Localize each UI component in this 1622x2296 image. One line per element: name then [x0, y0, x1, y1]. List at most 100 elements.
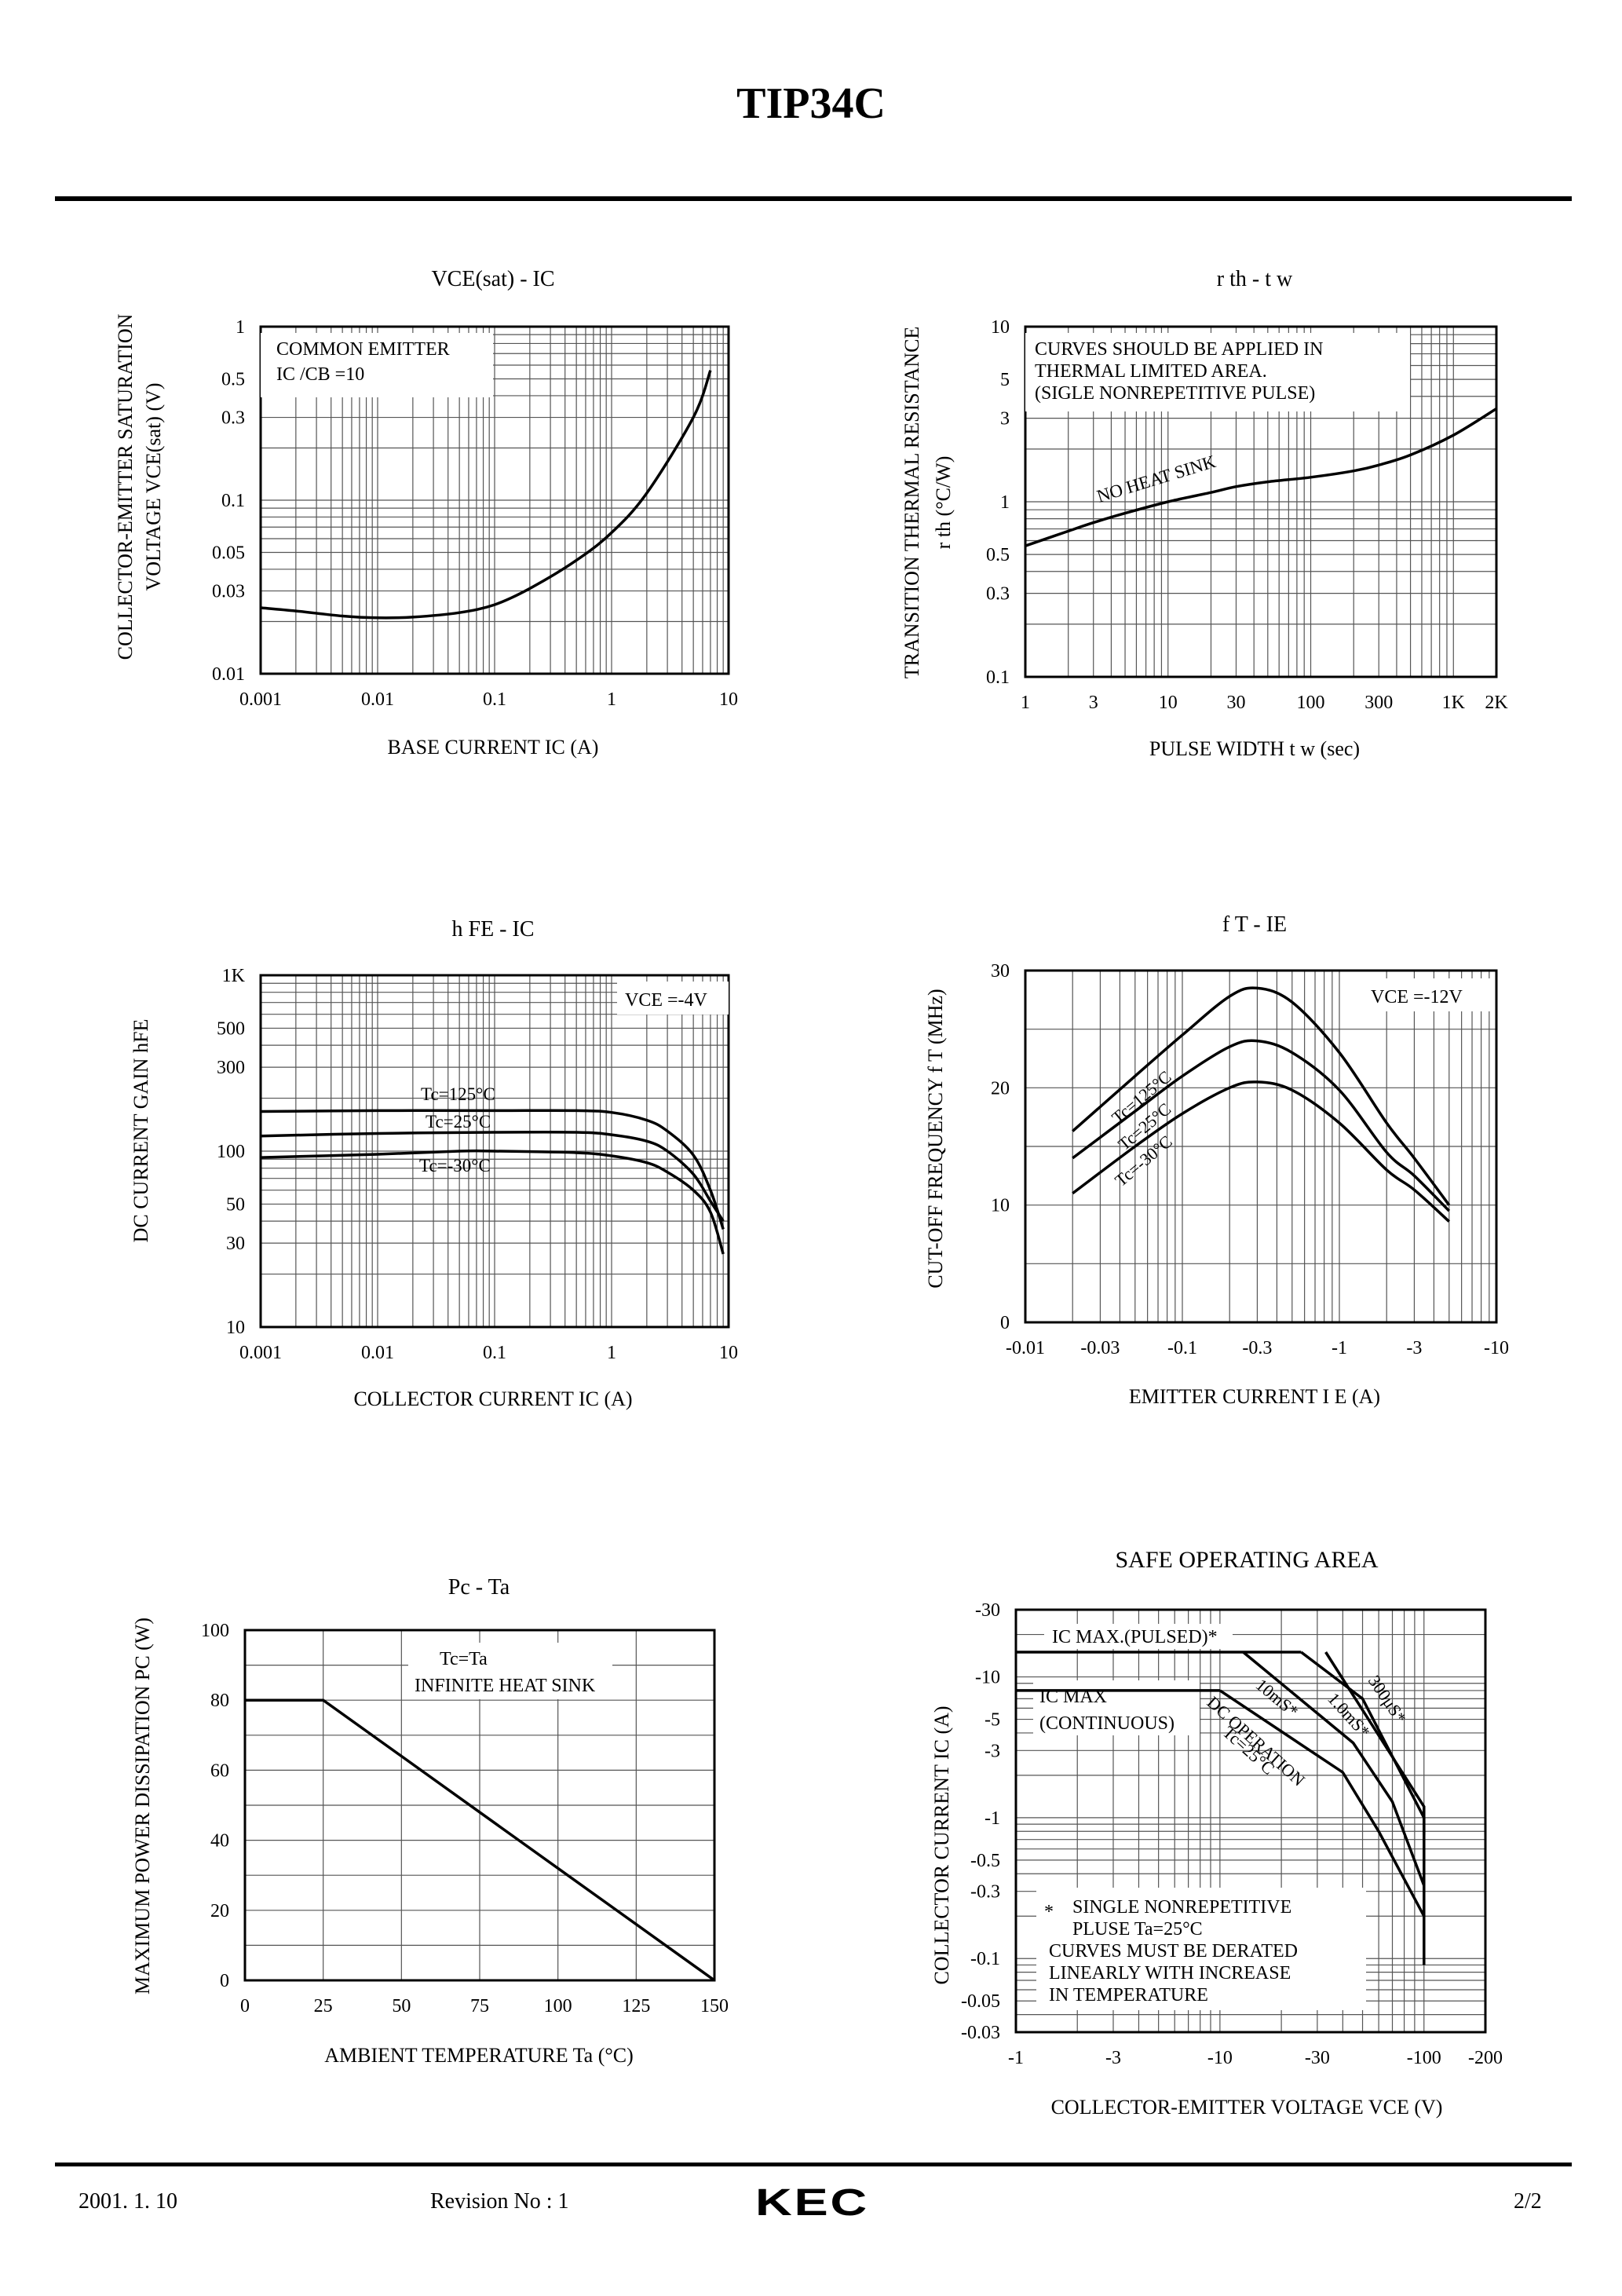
x-axis-label-soa: COLLECTOR-EMITTER VOLTAGE VCE (V) [1051, 2096, 1443, 2119]
x-tick-label: 75 [470, 1996, 489, 2016]
annotation-vce-12v: VCE =-12V [1371, 987, 1463, 1007]
x-tick-label: 300 [1364, 693, 1393, 713]
label-tc-125-hfe: Tc=125°C [421, 1084, 495, 1104]
y-axis-label-rth-tw: TRANSITION THERMAL RESISTANCE [901, 327, 923, 679]
y-axis-label2-rth-tw: r th (°C/W) [932, 456, 955, 550]
y-tick-label: 0.1 [221, 491, 245, 511]
note-single-nonrepetitive: SINGLE NONREPETITIVE [1072, 1897, 1291, 1918]
x-tick-label: 10 [719, 689, 738, 710]
note-derated: CURVES MUST BE DERATED [1049, 1941, 1298, 1961]
y-tick-label: 60 [210, 1760, 229, 1781]
y-tick-label: 100 [201, 1621, 229, 1641]
legend-box-ft-ie [1360, 978, 1495, 1011]
y-tick-label: -0.05 [961, 1991, 1000, 2012]
vce-sat-curve [260, 370, 712, 620]
x-tick-label: 0.1 [483, 1343, 506, 1363]
x-tick-label: 100 [544, 1996, 572, 2016]
axes-vce-ic: 0.001 0.01 0.1 1 10 1 0.5 0.3 0.1 0.05 0.03 0.01 [212, 317, 738, 710]
x-tick-label: -0.3 [1242, 1338, 1272, 1358]
chart-title-vce-ic: VCE(sat) - IC [431, 267, 554, 291]
x-tick-label: 10 [1159, 693, 1178, 713]
note-linearly: LINEARLY WITH INCREASE [1049, 1963, 1291, 1983]
plot-pc-ta [245, 1698, 716, 1982]
note-pulse-ta: PLUSE Ta=25°C [1072, 1919, 1203, 1940]
x-tick-label: 10 [719, 1343, 738, 1363]
annotation-common-emitter: COMMON EMITTER [276, 339, 450, 360]
y-tick-label: 30 [226, 1234, 245, 1254]
x-tick-label: -10 [1207, 2048, 1233, 2068]
annotation-continuous: (CONTINUOUS) [1039, 1713, 1174, 1734]
x-tick-label: -10 [1484, 1338, 1509, 1358]
y-tick-label: 0.01 [212, 664, 245, 685]
y-axis-label-soa: COLLECTOR CURRENT IC (A) [930, 1706, 953, 1984]
y-tick-label: 100 [217, 1142, 245, 1162]
hfe-curve-tc-minus30 [260, 1149, 725, 1255]
x-tick-label: 1 [607, 1343, 616, 1363]
plot-rth-tw [1025, 408, 1497, 547]
ft-curve-tc-25 [1072, 1039, 1451, 1212]
x-tick-label: -1 [1008, 2048, 1024, 2068]
x-tick-label: -1 [1332, 1338, 1347, 1358]
x-tick-label: -200 [1468, 2048, 1503, 2068]
annotation-ic-max-pulsed: IC MAX.(PULSED)* [1052, 1627, 1218, 1647]
x-tick-label: 1 [1021, 693, 1030, 713]
footer-date: 2001. 1. 10 [79, 2189, 177, 2214]
y-tick-label: -0.1 [970, 1949, 1000, 1969]
annotation-ic-ib: IC /CB =10 [276, 364, 364, 385]
x-tick-label: 25 [314, 1996, 333, 2016]
y-tick-label: -3 [985, 1741, 1000, 1761]
x-axis-label-ft-ie: EMITTER CURRENT I E (A) [1129, 1385, 1380, 1408]
x-tick-label: 0 [240, 1996, 250, 2016]
x-axis-label-hfe-ic: COLLECTOR CURRENT IC (A) [353, 1387, 632, 1410]
x-tick-label: -100 [1407, 2048, 1441, 2068]
axes-ft-ie: -0.01 -0.03 -0.1 -0.3 -1 -3 -10 30 20 10 0 [991, 961, 1509, 1358]
y-tick-label: 0.3 [986, 584, 1010, 605]
footer-page-number: 2/2 [1514, 2189, 1542, 2214]
y-tick-label: 0.1 [986, 667, 1010, 688]
legend-box-hfe-ic [617, 982, 729, 1015]
y-tick-label: 1 [1000, 492, 1010, 513]
plot-soa [1016, 1651, 1426, 1965]
note-temperature: IN TEMPERATURE [1049, 1985, 1208, 2005]
y-axis-label2-vce-ic: VOLTAGE VCE(sat) (V) [142, 382, 165, 590]
footer-rule [55, 2163, 1572, 2166]
legend-box-pc-ta [408, 1643, 612, 1699]
label-tc-minus30-hfe: Tc=-30°C [419, 1156, 491, 1175]
page-title: TIP34C [736, 79, 886, 128]
x-tick-label: -0.1 [1167, 1338, 1197, 1358]
chart-ft-ie: f T - IE EMITTER CURRENT I E (A) CUT-OFF… [924, 912, 1509, 1408]
x-tick-label: 0.01 [361, 1343, 394, 1363]
y-tick-label: 0.5 [986, 545, 1010, 565]
y-tick-label: 0.3 [221, 408, 245, 429]
chart-hfe-ic: h FE - IC COLLECTOR CURRENT IC (A) DC CU… [130, 917, 738, 1410]
y-axis-label-pc-ta: MAXIMUM POWER DISSIPATION PC (W) [131, 1618, 154, 1994]
y-axis-label-hfe-ic: DC CURRENT GAIN hFE [130, 1019, 152, 1243]
plot-vce-ic [260, 370, 712, 620]
note-asterisk: * [1044, 1902, 1054, 1922]
x-tick-label: 30 [1226, 693, 1245, 713]
y-tick-label: 0 [220, 1971, 229, 1991]
x-axis-label-pc-ta: AMBIENT TEMPERATURE Ta (°C) [324, 2044, 634, 2067]
y-tick-label: 20 [210, 1901, 229, 1921]
y-tick-label: -30 [975, 1600, 1000, 1621]
y-tick-label: 0.5 [221, 370, 245, 390]
y-tick-label: 1 [236, 317, 245, 338]
y-tick-label: -10 [975, 1668, 1000, 1688]
y-tick-label: 10 [226, 1318, 245, 1338]
y-tick-label: 0.03 [212, 582, 245, 602]
hfe-curve-tc-125 [260, 1109, 725, 1230]
chart-title-rth-tw: r th - t w [1217, 267, 1293, 291]
annotation-thermal-area: THERMAL LIMITED AREA. [1035, 361, 1267, 382]
y-tick-label: 10 [991, 1196, 1010, 1216]
x-tick-label: 0.01 [361, 689, 394, 710]
annotation-infinite-heat-sink: INFINITE HEAT SINK [415, 1676, 596, 1696]
y-tick-label: 40 [210, 1831, 229, 1852]
y-tick-label: 30 [991, 961, 1010, 982]
rth-curve [1025, 408, 1497, 547]
x-tick-label: -0.01 [1006, 1338, 1045, 1358]
x-tick-label: -0.03 [1080, 1338, 1120, 1358]
annotation-no-heat-sink: NO HEAT SINK [1094, 452, 1218, 506]
y-tick-label: 80 [210, 1691, 229, 1711]
y-tick-label: 10 [991, 317, 1010, 338]
y-tick-label: -1 [985, 1808, 1000, 1829]
